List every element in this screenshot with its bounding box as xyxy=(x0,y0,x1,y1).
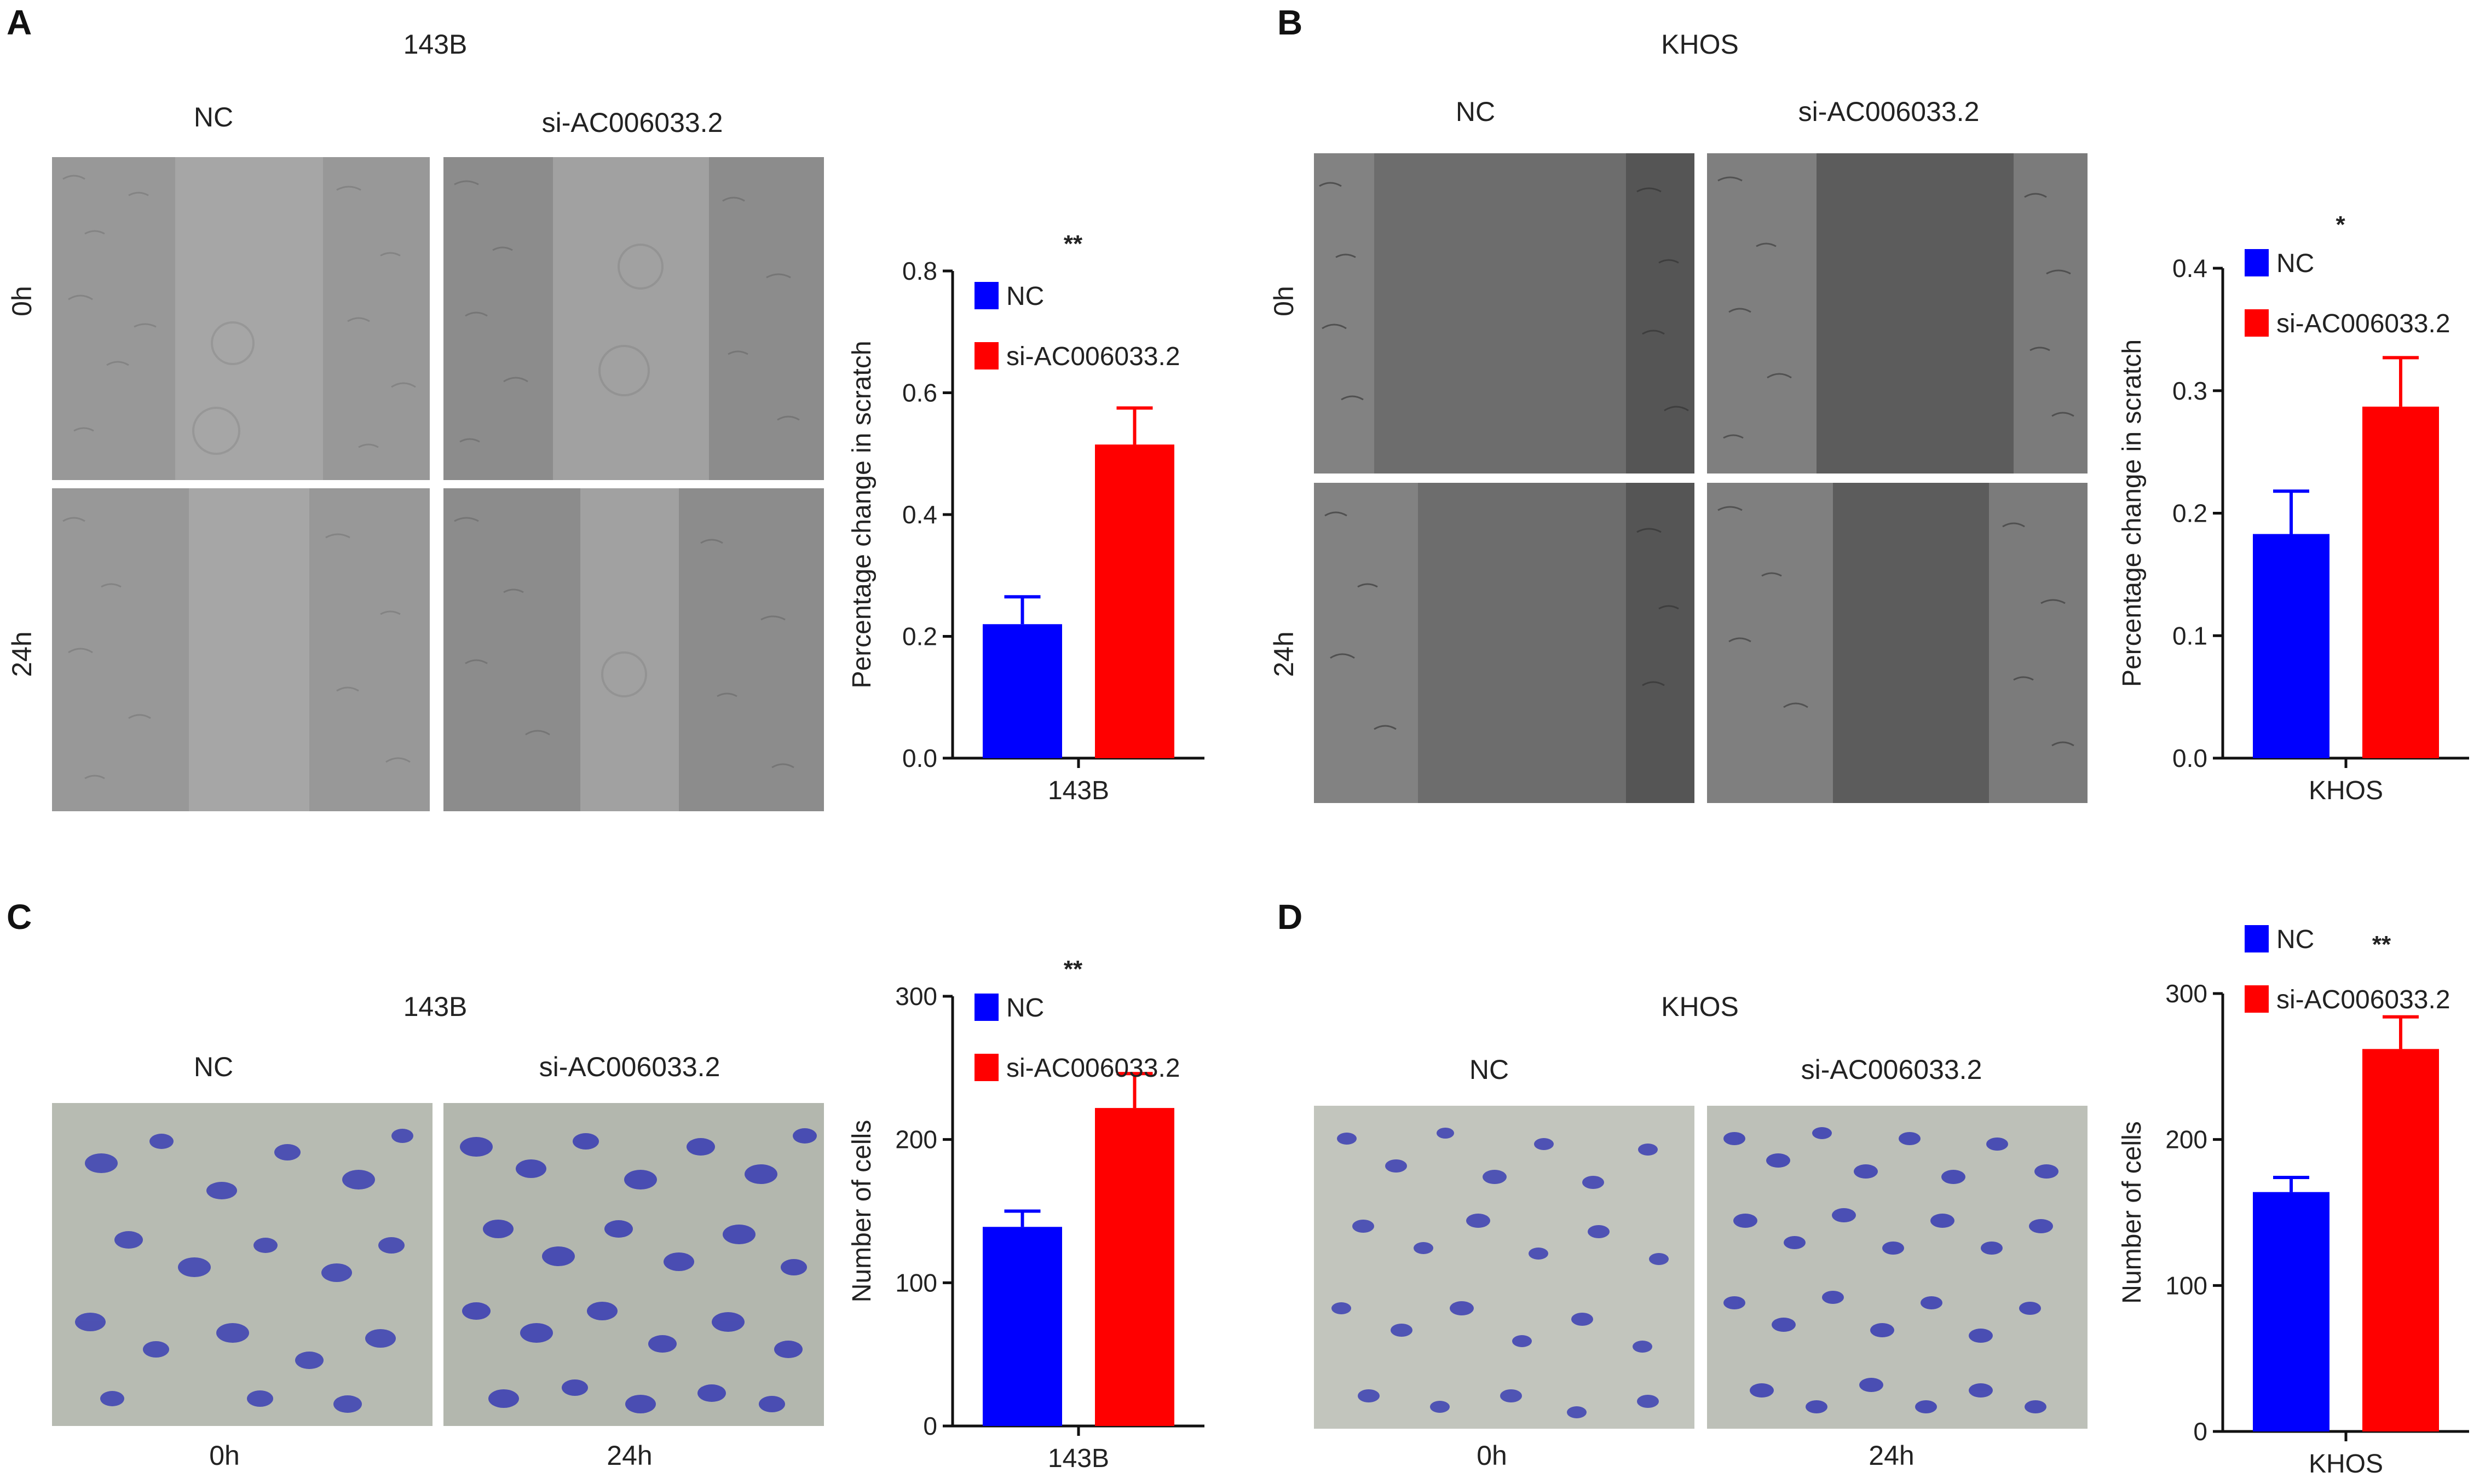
chart-b-significance: * xyxy=(2336,211,2345,238)
chart-a-legend-swatch-si xyxy=(975,342,999,369)
transwell-image-c-nc xyxy=(52,1103,433,1426)
chart-d-legend-label-si: si-AC006033.2 xyxy=(2276,985,2450,1014)
chart-c-ytick-label: 300 xyxy=(895,982,937,1010)
scratch-image-b-si-0h xyxy=(1707,153,2088,474)
chart-a: 0.0 0.2 0.4 0.6 0.8 143B Percentage change in … xyxy=(847,230,1204,805)
chart-d-legend-label-nc: NC xyxy=(2276,925,2314,954)
chart-c: 0 100 200 300 143B Number of cells NC si-AC0060… xyxy=(847,956,1204,1473)
chart-c-legend-swatch-nc xyxy=(975,994,999,1021)
scratch-image-a-si-0h xyxy=(443,157,824,480)
chart-a-xtick-label: 143B xyxy=(1048,776,1109,805)
chart-c-ytick-label: 100 xyxy=(895,1268,937,1297)
chart-c-bar-si xyxy=(1095,1108,1174,1426)
panel-c-title: 143B xyxy=(403,991,468,1022)
transwell-image-c-si xyxy=(443,1103,824,1426)
scratch-image-b-nc-0h xyxy=(1314,153,1694,474)
panel-d-letter: D xyxy=(1277,897,1303,937)
panel-c-bottom-24h: 24h xyxy=(607,1440,653,1471)
chart-c-ytick-label: 200 xyxy=(895,1125,937,1154)
chart-b-xtick-label: KHOS xyxy=(2309,776,2383,805)
chart-a-legend-label-nc: NC xyxy=(1006,282,1044,311)
chart-d-significance: ** xyxy=(2372,931,2391,958)
chart-d-xtick-label: KHOS xyxy=(2309,1450,2383,1479)
chart-b: 0.0 0.1 0.2 0.3 0.4 KHOS Percentage change in … xyxy=(2118,211,2469,805)
chart-b-ytick-label: 0.1 xyxy=(2172,621,2207,650)
chart-b-bar-nc xyxy=(2253,534,2329,758)
scratch-image-a-nc-24h xyxy=(52,488,430,811)
chart-a-bar-nc xyxy=(983,624,1062,758)
chart-a-ylabel: Percentage change in scratch xyxy=(847,340,877,688)
panel-c-col-nc: NC xyxy=(193,1052,234,1082)
panel-c-letter: C xyxy=(7,897,32,937)
scratch-image-b-si-24h xyxy=(1707,483,2088,803)
chart-a-bar-si xyxy=(1095,444,1174,758)
chart-d-ytick-label: 100 xyxy=(2165,1271,2207,1300)
chart-c-legend-label-nc: NC xyxy=(1006,994,1044,1023)
chart-d-ytick-label: 200 xyxy=(2165,1125,2207,1154)
chart-b-ytick-label: 0.3 xyxy=(2172,377,2207,405)
chart-c-significance: ** xyxy=(1064,956,1083,983)
panel-a-row-24h: 24h xyxy=(7,631,37,677)
panel-d-title: KHOS xyxy=(1661,991,1739,1022)
scratch-image-b-nc-24h xyxy=(1314,483,1694,803)
panel-b-row-0h: 0h xyxy=(1268,286,1299,316)
chart-a-ytick-label: 0.8 xyxy=(902,257,937,285)
chart-d-bar-si xyxy=(2362,1049,2439,1431)
chart-c-legend-label-si: si-AC006033.2 xyxy=(1006,1054,1180,1083)
panel-b-letter: B xyxy=(1277,3,1303,42)
scratch-image-a-si-24h xyxy=(443,488,824,811)
chart-d-legend-swatch-si xyxy=(2245,985,2269,1013)
chart-b-legend-label-nc: NC xyxy=(2276,249,2314,278)
chart-c-legend-swatch-si xyxy=(975,1054,999,1081)
chart-d-legend-swatch-nc xyxy=(2245,925,2269,952)
panel-a-col-nc: NC xyxy=(193,102,234,132)
chart-d-ytick-label: 0 xyxy=(2193,1417,2207,1446)
chart-d-ytick-label: 300 xyxy=(2165,979,2207,1008)
scratch-image-a-nc-0h xyxy=(52,157,430,480)
chart-b-ytick-label: 0.4 xyxy=(2172,254,2207,282)
chart-b-ytick-label: 0.2 xyxy=(2172,499,2207,528)
chart-b-legend-label-si: si-AC006033.2 xyxy=(2276,309,2450,338)
panel-d-col-nc: NC xyxy=(1469,1054,1509,1085)
chart-b-legend-swatch-si xyxy=(2245,309,2269,337)
chart-a-ytick-label: 0.4 xyxy=(902,500,937,529)
chart-c-ytick-label: 0 xyxy=(923,1412,937,1440)
panel-b-col-nc: NC xyxy=(1455,96,1496,127)
panel-a-col-si: si-AC006033.2 xyxy=(541,107,723,138)
panel-a-letter: A xyxy=(7,3,32,42)
chart-a-significance: ** xyxy=(1064,230,1083,257)
chart-c-bar-nc xyxy=(983,1227,1062,1426)
panel-c-bottom-0h: 0h xyxy=(209,1440,240,1471)
panel-b-row-24h: 24h xyxy=(1268,631,1299,677)
chart-d-ylabel: Number of cells xyxy=(2118,1121,2147,1303)
chart-b-ytick-label: 0.0 xyxy=(2172,744,2207,772)
panel-b-col-si: si-AC006033.2 xyxy=(1798,96,1980,127)
chart-a-ytick-label: 0.6 xyxy=(902,379,937,407)
chart-c-xtick-label: 143B xyxy=(1048,1444,1109,1473)
chart-b-legend-swatch-nc xyxy=(2245,249,2269,276)
transwell-image-d-si xyxy=(1707,1106,2088,1429)
chart-a-ytick-label: 0.0 xyxy=(902,744,937,772)
chart-d: 0 100 200 300 KHOS Number of cells NC si-AC0060… xyxy=(2118,925,2469,1479)
panel-d-bottom-0h: 0h xyxy=(1477,1440,1507,1471)
panel-b-title: KHOS xyxy=(1661,29,1739,60)
chart-b-ylabel: Percentage change in scratch xyxy=(2118,339,2147,687)
chart-d-bar-nc xyxy=(2253,1192,2329,1431)
chart-a-ytick-label: 0.2 xyxy=(902,622,937,651)
panel-c-col-si: si-AC006033.2 xyxy=(539,1052,720,1082)
chart-a-legend-swatch-nc xyxy=(975,282,999,309)
panel-a-row-0h: 0h xyxy=(7,286,37,316)
chart-b-bar-si xyxy=(2362,406,2439,758)
chart-a-legend-label-si: si-AC006033.2 xyxy=(1006,342,1180,371)
transwell-image-d-nc xyxy=(1314,1106,1694,1429)
panel-d-bottom-24h: 24h xyxy=(1869,1440,1915,1471)
chart-c-ylabel: Number of cells xyxy=(847,1120,877,1302)
panel-d-col-si: si-AC006033.2 xyxy=(1801,1054,1982,1085)
panel-a-title: 143B xyxy=(403,29,468,60)
